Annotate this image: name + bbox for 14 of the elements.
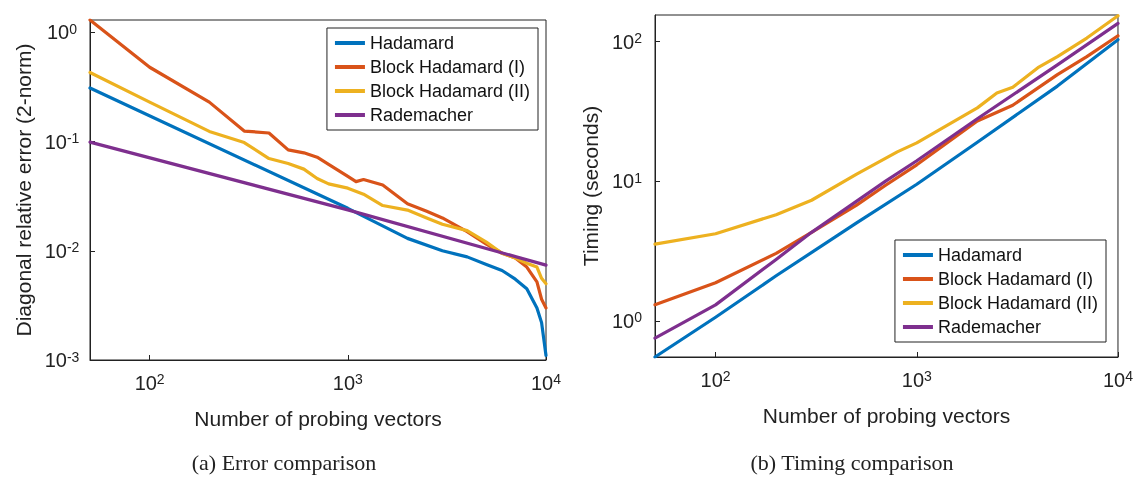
legend-label: Block Hadamard (I) [937, 269, 1094, 289]
y-axis-title: Diagonal relative error (2-norm) [11, 43, 35, 337]
legend-label: Block Hadamard (II) [369, 81, 531, 101]
legend-label: Hadamard [937, 245, 1022, 265]
legend-label: Block Hadamard (II) [937, 293, 1099, 313]
text: (a) Error comparison [191, 449, 377, 475]
text: (b) Timing comparison [750, 449, 954, 475]
legend-label: Hadamard [369, 33, 454, 53]
legend-label: Rademacher [369, 105, 474, 125]
x-axis-title: Number of probing vectors [762, 404, 1011, 427]
y-axis-title: Timing (seconds) [579, 105, 603, 267]
legend-label: Block Hadamard (I) [369, 57, 526, 77]
x-axis-title: Number of probing vectors [194, 407, 442, 430]
legend-label: Rademacher [937, 317, 1042, 337]
